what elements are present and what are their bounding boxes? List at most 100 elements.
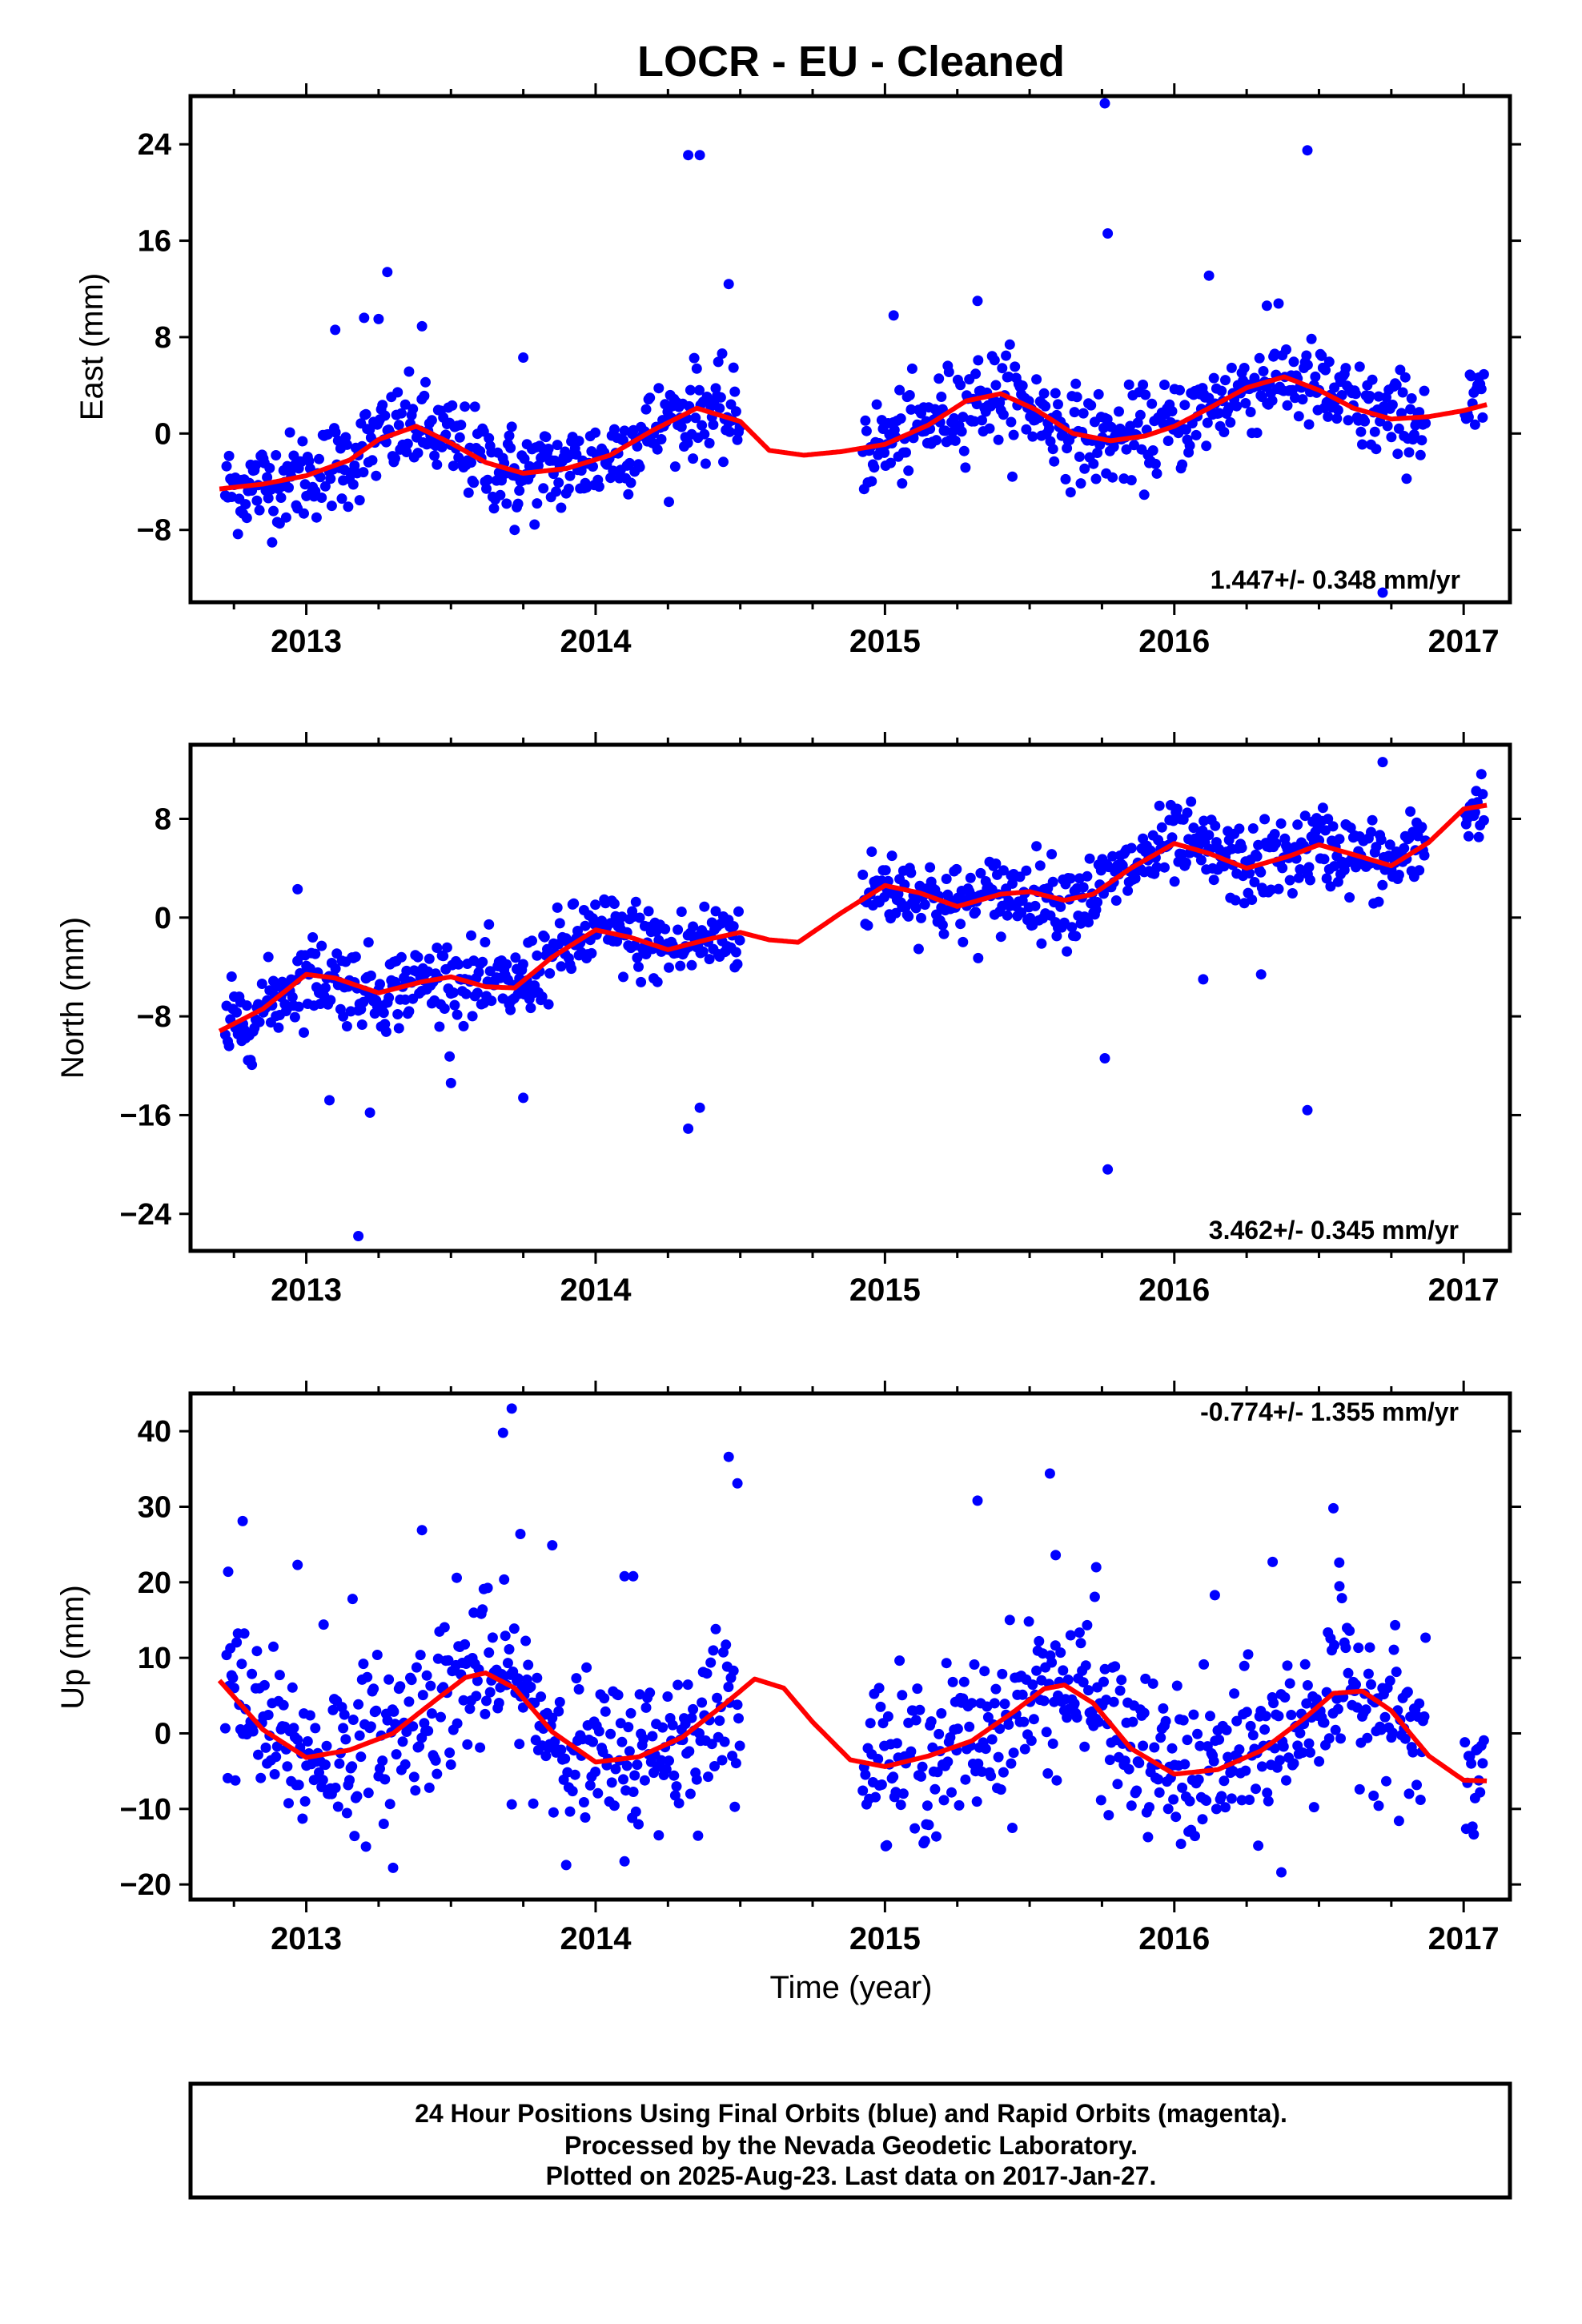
up-point (1414, 1698, 1425, 1709)
east-point (956, 426, 967, 437)
east-xtick-label: 2017 (1428, 624, 1500, 659)
east-point (1017, 380, 1028, 392)
east-point (1403, 447, 1415, 458)
up-point (1017, 1689, 1028, 1700)
east-point (729, 386, 741, 397)
north-point (307, 932, 319, 943)
east-point (1150, 458, 1161, 469)
east-point (1216, 385, 1227, 396)
east-rate-label: 1.447+/- 0.348 mm/yr (1211, 565, 1460, 594)
north-point (466, 930, 476, 941)
up-point (1402, 1687, 1413, 1698)
up-point (1460, 1737, 1471, 1748)
up-point (1275, 1755, 1285, 1766)
up-point (1071, 1712, 1082, 1723)
east-point (264, 463, 275, 473)
north-point (1405, 806, 1416, 817)
up-point (363, 1787, 374, 1799)
up-point (1468, 1829, 1480, 1840)
east-point (905, 404, 917, 415)
up-point (682, 1679, 693, 1691)
up-point (1390, 1619, 1401, 1630)
up-point (1360, 1704, 1371, 1715)
up-point (639, 1775, 650, 1786)
east-point (358, 467, 369, 478)
up-point (1388, 1644, 1399, 1655)
up-point (934, 1728, 945, 1739)
up-point (1353, 1642, 1364, 1654)
up-point (1079, 1741, 1090, 1752)
up-point (921, 1800, 933, 1811)
east-point (714, 403, 725, 414)
up-point (612, 1690, 624, 1701)
up-point (472, 1675, 483, 1687)
up-point (942, 1756, 954, 1767)
east-point (1007, 471, 1018, 482)
up-point (355, 1751, 367, 1763)
up-ytick-label: −20 (120, 1868, 171, 1902)
up-point (549, 1736, 560, 1747)
east-point (330, 427, 341, 438)
up-point (1384, 1675, 1395, 1687)
up-point (468, 1607, 480, 1618)
north-point (452, 1009, 463, 1020)
up-point (1240, 1765, 1251, 1776)
north-point (973, 952, 984, 963)
up-outlier-point (318, 1619, 329, 1630)
up-point (436, 1711, 446, 1723)
north-xtick-label: 2016 (1138, 1273, 1210, 1308)
up-point (865, 1718, 876, 1729)
east-point (1320, 364, 1331, 376)
up-point (1336, 1593, 1347, 1604)
east-point (973, 355, 984, 366)
east-point (379, 410, 391, 421)
up-point (1393, 1815, 1404, 1827)
up-point (260, 1742, 271, 1753)
up-point (644, 1687, 656, 1699)
north-point (1247, 895, 1258, 905)
north-point (330, 963, 341, 974)
up-point (1288, 1758, 1299, 1769)
up-point (1251, 1783, 1261, 1795)
up-point (1407, 1747, 1419, 1758)
up-point (1149, 1742, 1160, 1753)
north-point (590, 899, 601, 911)
up-point (1220, 1802, 1231, 1813)
up-point (610, 1763, 621, 1775)
up-point (1334, 1581, 1345, 1592)
up-point (640, 1702, 652, 1713)
up-point (733, 1713, 744, 1724)
east-outlier-point (888, 310, 899, 321)
up-point (1177, 1782, 1188, 1793)
up-point (1263, 1795, 1274, 1807)
north-outlier-point (1198, 974, 1209, 985)
east-point (341, 439, 352, 450)
up-point (1205, 1711, 1215, 1722)
up-point (998, 1767, 1009, 1778)
up-point (332, 1801, 343, 1812)
north-point (633, 961, 644, 972)
north-point (688, 921, 699, 932)
up-point (292, 1734, 303, 1745)
north-point (289, 1011, 300, 1023)
north-point (1476, 769, 1487, 780)
east-point (1373, 391, 1384, 402)
up-point (936, 1708, 947, 1719)
up-point (1179, 1759, 1191, 1770)
east-point (280, 512, 291, 523)
up-point (1080, 1660, 1091, 1671)
up-point (443, 1655, 454, 1666)
up-point (870, 1791, 881, 1803)
east-point (940, 425, 951, 436)
north-point (608, 899, 620, 909)
up-point (1034, 1635, 1045, 1647)
up-point (458, 1695, 469, 1706)
up-point (1477, 1758, 1488, 1769)
up-point (997, 1668, 1008, 1679)
north-point (913, 943, 924, 955)
up-point (1160, 1715, 1171, 1727)
north-point (734, 935, 745, 946)
up-point (729, 1801, 741, 1812)
up-point (1144, 1802, 1154, 1813)
east-point (254, 505, 265, 516)
